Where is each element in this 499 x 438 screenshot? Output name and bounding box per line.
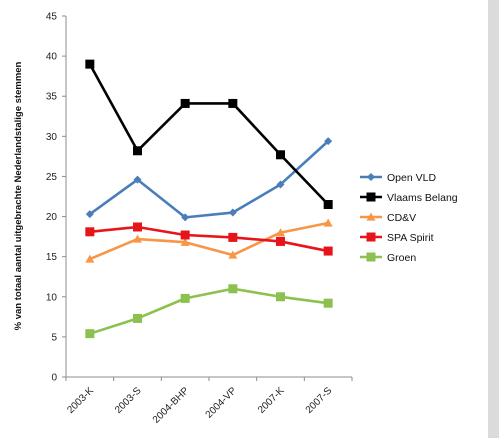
series-vlaams-belang	[85, 59, 333, 210]
chart-frame	[0, 0, 488, 438]
series-line-cd-v	[89, 221, 329, 261]
series-line-groen	[89, 287, 329, 335]
y-axis-title: % van totaal aantal uitgebrachte Nederla…	[13, 61, 24, 330]
series-line-open-vld	[89, 140, 330, 219]
x-tick-label: 2003-S	[113, 385, 144, 416]
y-tick-label: 0	[51, 373, 57, 384]
y-tick-label: 40	[46, 52, 58, 63]
data-point-cd-v	[323, 218, 333, 227]
x-tick-label: 2003-K	[65, 385, 96, 416]
x-tick-label: 2004-VP	[204, 385, 240, 421]
data-point-groen	[276, 292, 285, 302]
data-point-groen	[85, 329, 95, 339]
data-point-cd-v	[276, 228, 285, 237]
legend-label: Vlaams Belang	[387, 192, 458, 204]
data-point-open-vld	[276, 180, 285, 189]
data-point-cd-v	[85, 254, 95, 263]
data-point-spa-spirit	[133, 222, 142, 232]
series-groen	[85, 284, 333, 339]
data-point-spa-spirit	[180, 230, 190, 240]
y-tick-label: 30	[46, 132, 58, 143]
data-point-spa-spirit	[85, 227, 95, 237]
side-panel-strip	[488, 0, 499, 438]
data-point-vlaams-belang	[133, 146, 142, 156]
series-line-spa-spirit	[89, 225, 329, 253]
data-point-groen	[323, 298, 333, 308]
series-spa-spirit	[85, 222, 333, 256]
data-point-open-vld	[324, 137, 333, 146]
data-point-spa-spirit	[323, 246, 333, 256]
legend-swatch-marker	[366, 232, 376, 242]
x-tick-label: 2007-K	[256, 385, 287, 416]
data-point-open-vld	[228, 208, 237, 217]
legend: Open VLD Vlaams Belang CD&V SPA Spirit Groen	[360, 172, 458, 264]
data-point-spa-spirit	[228, 232, 238, 242]
x-tick-label: 2004-BHP	[151, 385, 192, 426]
y-tick-label: 10	[46, 292, 58, 303]
legend-swatch-marker	[366, 212, 376, 221]
y-tick-label: 15	[46, 252, 58, 263]
series-lines	[85, 59, 333, 339]
data-point-open-vld	[181, 213, 190, 222]
legend-label: CD&V	[387, 212, 416, 224]
legend-item-cd-v: CD&V	[360, 212, 416, 224]
series-cd-v	[85, 218, 333, 263]
data-point-vlaams-belang	[276, 150, 285, 160]
y-tick-label: 5	[51, 332, 57, 343]
legend-item-open-vld: Open VLD	[360, 172, 436, 184]
data-point-spa-spirit	[276, 236, 285, 246]
legend-item-groen: Groen	[360, 252, 416, 264]
legend-item-spa-spirit: SPA Spirit	[360, 232, 434, 244]
data-point-vlaams-belang	[228, 98, 238, 108]
legend-item-vlaams-belang: Vlaams Belang	[360, 192, 458, 204]
data-point-cd-v	[228, 250, 238, 259]
y-tick-label: 35	[46, 92, 58, 103]
series-line-vlaams-belang	[88, 63, 330, 206]
data-point-cd-v	[133, 234, 142, 243]
x-tick-label: 2007-S	[304, 385, 335, 416]
legend-label: SPA Spirit	[387, 232, 434, 244]
data-point-open-vld	[85, 210, 94, 219]
y-tick-label: 25	[46, 172, 58, 183]
data-point-groen	[180, 293, 190, 303]
data-point-vlaams-belang	[323, 200, 333, 210]
legend-swatch-marker	[367, 173, 375, 181]
legend-label: Groen	[387, 252, 416, 264]
legend-swatch-marker	[366, 192, 376, 202]
y-tick-label: 20	[46, 212, 58, 223]
data-point-cd-v	[180, 237, 190, 246]
data-point-open-vld	[133, 175, 142, 184]
data-point-groen	[133, 313, 142, 323]
data-point-vlaams-belang	[180, 98, 190, 108]
data-point-groen	[228, 284, 238, 294]
series-open-vld	[85, 137, 333, 222]
y-tick-label: 45	[46, 12, 58, 23]
data-point-vlaams-belang	[85, 59, 95, 69]
axes: 0 5 10 15 20 25 30 35 40 45 2003-K 2003-S 2004-BHP 20…	[46, 12, 353, 426]
legend-label: Open VLD	[387, 172, 436, 184]
legend-swatch-marker	[366, 252, 376, 262]
